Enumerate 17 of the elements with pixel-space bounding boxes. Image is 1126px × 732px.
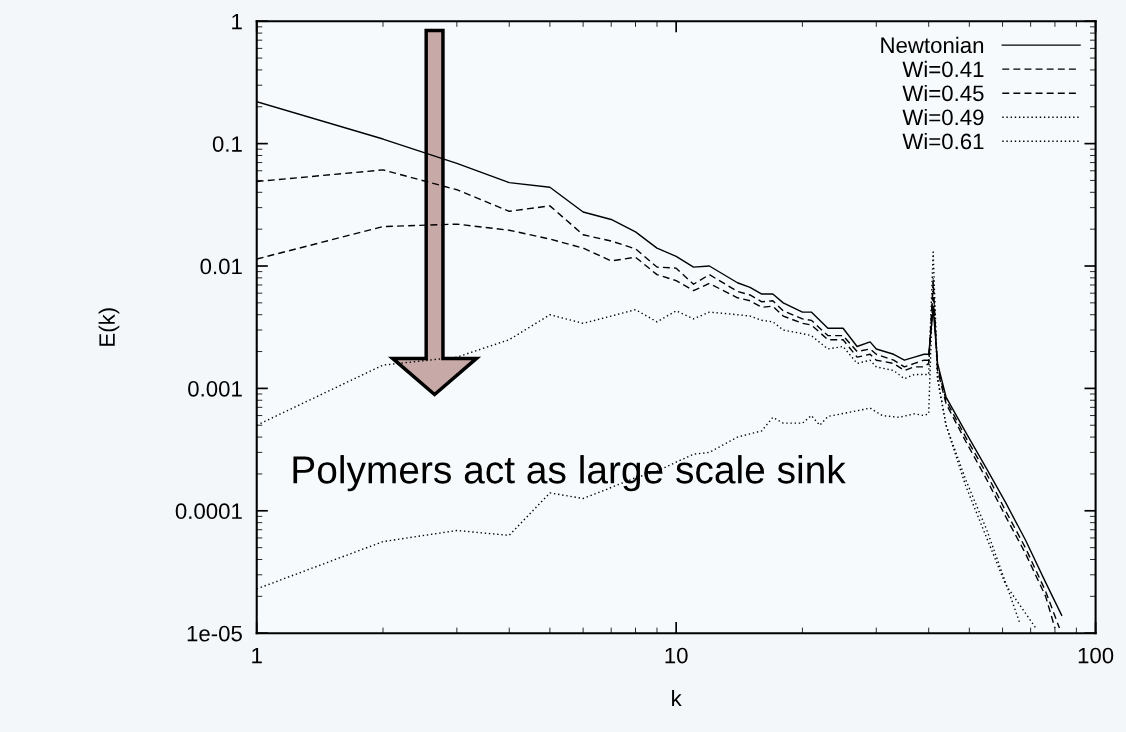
x-tick-label: 1 xyxy=(252,647,262,664)
y-tick-label: 0.01 xyxy=(200,258,242,275)
y-tick-label: 1 xyxy=(232,13,242,30)
y-tick-label: 0.001 xyxy=(188,380,242,397)
annotation: Polymers act as large scale sink xyxy=(293,455,846,492)
legend-label: Wi=0.49 xyxy=(902,108,984,126)
legend-label: Wi=0.61 xyxy=(902,132,984,150)
y-axis-title: E(k) xyxy=(98,308,120,346)
legend-label: Wi=0.45 xyxy=(902,84,984,102)
x-axis-title: k xyxy=(672,690,682,707)
y-tick-label: 1e-05 xyxy=(187,625,242,642)
legend-label: Newtonian xyxy=(881,36,984,54)
y-tick-label: 0.1 xyxy=(212,136,242,152)
x-tick-label: 100 xyxy=(1078,647,1114,664)
x-tick-label: 10 xyxy=(665,647,688,664)
y-tick-label: 0.0001 xyxy=(175,503,242,520)
legend-label: Wi=0.41 xyxy=(902,60,984,78)
